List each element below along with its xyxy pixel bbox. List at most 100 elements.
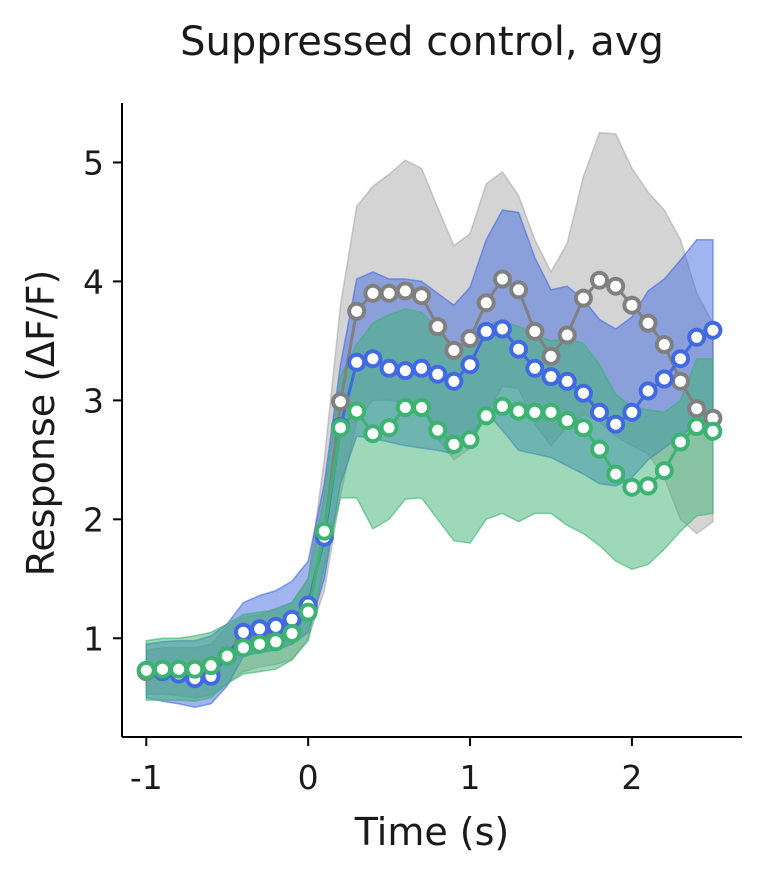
series-1-point [638,381,658,401]
series-2-point [395,398,415,417]
series-0-point [347,301,367,321]
series-1-point [687,327,707,347]
y-tick-label: 2 [83,500,104,539]
series-0-point [395,281,415,301]
series-1-point [590,402,609,422]
series-2-point [703,421,723,441]
series-1-point [573,383,593,403]
series-2-point [590,439,609,459]
series-2-point [671,432,690,452]
series-2-point [525,402,545,422]
series-0-point [541,346,561,366]
series-1-point [460,355,480,375]
series-2-point [444,434,464,454]
series-1-point [476,321,496,341]
series-2-point [169,659,189,679]
series-0-point [525,321,545,341]
series-2-point [136,660,156,680]
series-2-point [379,418,399,438]
series-2-point [428,420,448,440]
series-0-point [444,340,464,360]
series-2-point [606,464,626,484]
x-axis-label: Time (s) [354,810,510,854]
series-0-point [606,276,626,296]
series-2-point [201,656,221,676]
chart-title: Suppressed control, avg [180,19,664,65]
series-1-point [444,371,464,391]
series-0-point [654,335,674,354]
series-2-point [153,659,172,679]
series-2-point [298,602,318,622]
series-1-point [395,361,415,381]
series-1-point [509,339,529,359]
series-0-point [412,286,431,306]
series-2-point [509,401,529,421]
series-0-point [363,283,383,303]
y-tick-label: 3 [83,381,104,420]
series-2-point [282,624,302,643]
series-1-point [654,369,674,389]
series-1-point [492,319,512,339]
series-1-point [622,402,642,422]
series-0-point [460,329,480,348]
series-1-point [541,367,561,387]
series-0-point [509,280,529,300]
series-2-point [250,634,270,654]
y-axis-ticks: 1 2 3 4 5 [83,143,122,658]
series-0-point [671,371,690,391]
series-2-point [331,418,350,438]
series-1-point [557,371,577,391]
series-2-point [687,417,707,436]
series-2-point [217,646,237,666]
series-1-point [266,616,286,636]
series-2-point [654,461,674,481]
y-axis-label: Response (ΔF/F) [19,270,63,577]
series-0-point [492,269,512,289]
series-1-point [379,358,399,378]
series-2-point [541,402,561,422]
series-2-point [233,638,253,658]
series-2-point [492,396,512,416]
y-tick-label: 5 [83,143,104,182]
series-1-point [347,352,367,372]
series-0-point [687,399,707,419]
series-2-point [314,521,334,541]
series-0-point [476,293,496,313]
series-2-point [622,477,642,497]
series-1-point [525,358,545,378]
series-2-point [638,476,658,496]
series-2-point [476,406,496,426]
series-1-point [428,364,448,384]
series-2-point [557,411,577,431]
y-tick-label: 1 [83,619,104,658]
series-1-point [363,349,383,369]
series-1-point [671,349,690,369]
y-tick-label: 4 [83,262,104,301]
series-2-point [573,418,593,438]
series-2-point [460,430,480,450]
series-2-point [266,632,286,652]
series-0-point [331,392,350,412]
series-2-point [363,424,383,444]
series-2-point [347,401,367,421]
series-0-point [590,270,609,290]
series-2-point [412,398,431,417]
x-tick-label: -1 [130,758,163,797]
series-1-point [412,358,431,378]
series-0-point [573,288,593,308]
x-tick-label: 1 [460,758,481,797]
series-0-point [622,295,642,315]
series-1-point [233,622,253,642]
series-2-point [185,659,205,679]
x-tick-label: 0 [298,758,319,797]
series-0-point [428,317,448,337]
series-1-point [250,619,270,639]
series-1-point [703,320,723,340]
series-0-point [557,325,577,345]
series-2-band [145,308,714,703]
series-0-point [379,283,399,303]
series-1-point [606,414,626,434]
series-markers [136,269,723,689]
series-0-point [638,313,658,333]
